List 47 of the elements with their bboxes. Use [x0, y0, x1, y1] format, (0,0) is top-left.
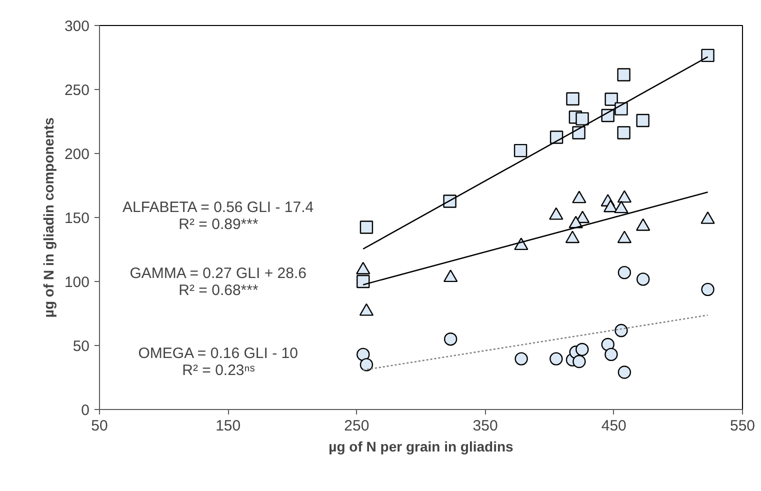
point [636, 272, 650, 286]
y-tick-label: 250 [64, 82, 90, 99]
point [576, 342, 589, 356]
annotation: R² = 0.89*** [178, 216, 258, 233]
y-tick-label: 300 [64, 18, 90, 35]
point [604, 92, 618, 106]
x-tick-label: 350 [472, 418, 498, 434]
point [618, 266, 632, 280]
point [514, 352, 528, 366]
point [356, 348, 370, 362]
x-tick-label: 450 [601, 418, 626, 434]
y-axis-title: µg of N in gliadin components [40, 117, 56, 318]
point [701, 48, 714, 62]
point [444, 332, 458, 346]
annotation: ALFABETA = 0.56 GLI - 17.4 [122, 199, 314, 216]
point [617, 126, 630, 140]
point [701, 282, 714, 296]
point [618, 366, 632, 379]
annotation: OMEGA = 0.16 GLI - 10 [138, 345, 298, 362]
x-axis-title: µg of N per grain in gliadins [328, 438, 514, 454]
point [576, 112, 589, 126]
point [617, 68, 630, 82]
point [550, 352, 563, 366]
point [356, 274, 370, 288]
point [566, 92, 580, 106]
point [514, 144, 528, 158]
point [550, 130, 564, 144]
point [572, 354, 586, 368]
y-tick-label: 0 [81, 402, 90, 419]
x-tick-label: 150 [216, 418, 241, 434]
point [614, 324, 628, 338]
annotation: R² = 0.68*** [178, 282, 258, 299]
point [360, 358, 374, 372]
y-tick-label: 200 [64, 146, 90, 163]
x-tick-label: 50 [91, 418, 108, 434]
y-tick-label: 150 [64, 210, 90, 227]
annotation: GAMMA = 0.27 GLI + 28.6 [130, 265, 306, 282]
x-tick-label: 250 [344, 418, 370, 434]
annotation: R² = 0.23ⁿˢ [182, 362, 255, 379]
point [604, 348, 618, 362]
x-tick-label: 550 [730, 418, 756, 434]
point [601, 338, 614, 352]
point [572, 126, 586, 140]
point [360, 220, 374, 234]
y-tick-label: 100 [64, 274, 90, 291]
point [636, 114, 650, 128]
y-tick-label: 50 [72, 338, 90, 355]
